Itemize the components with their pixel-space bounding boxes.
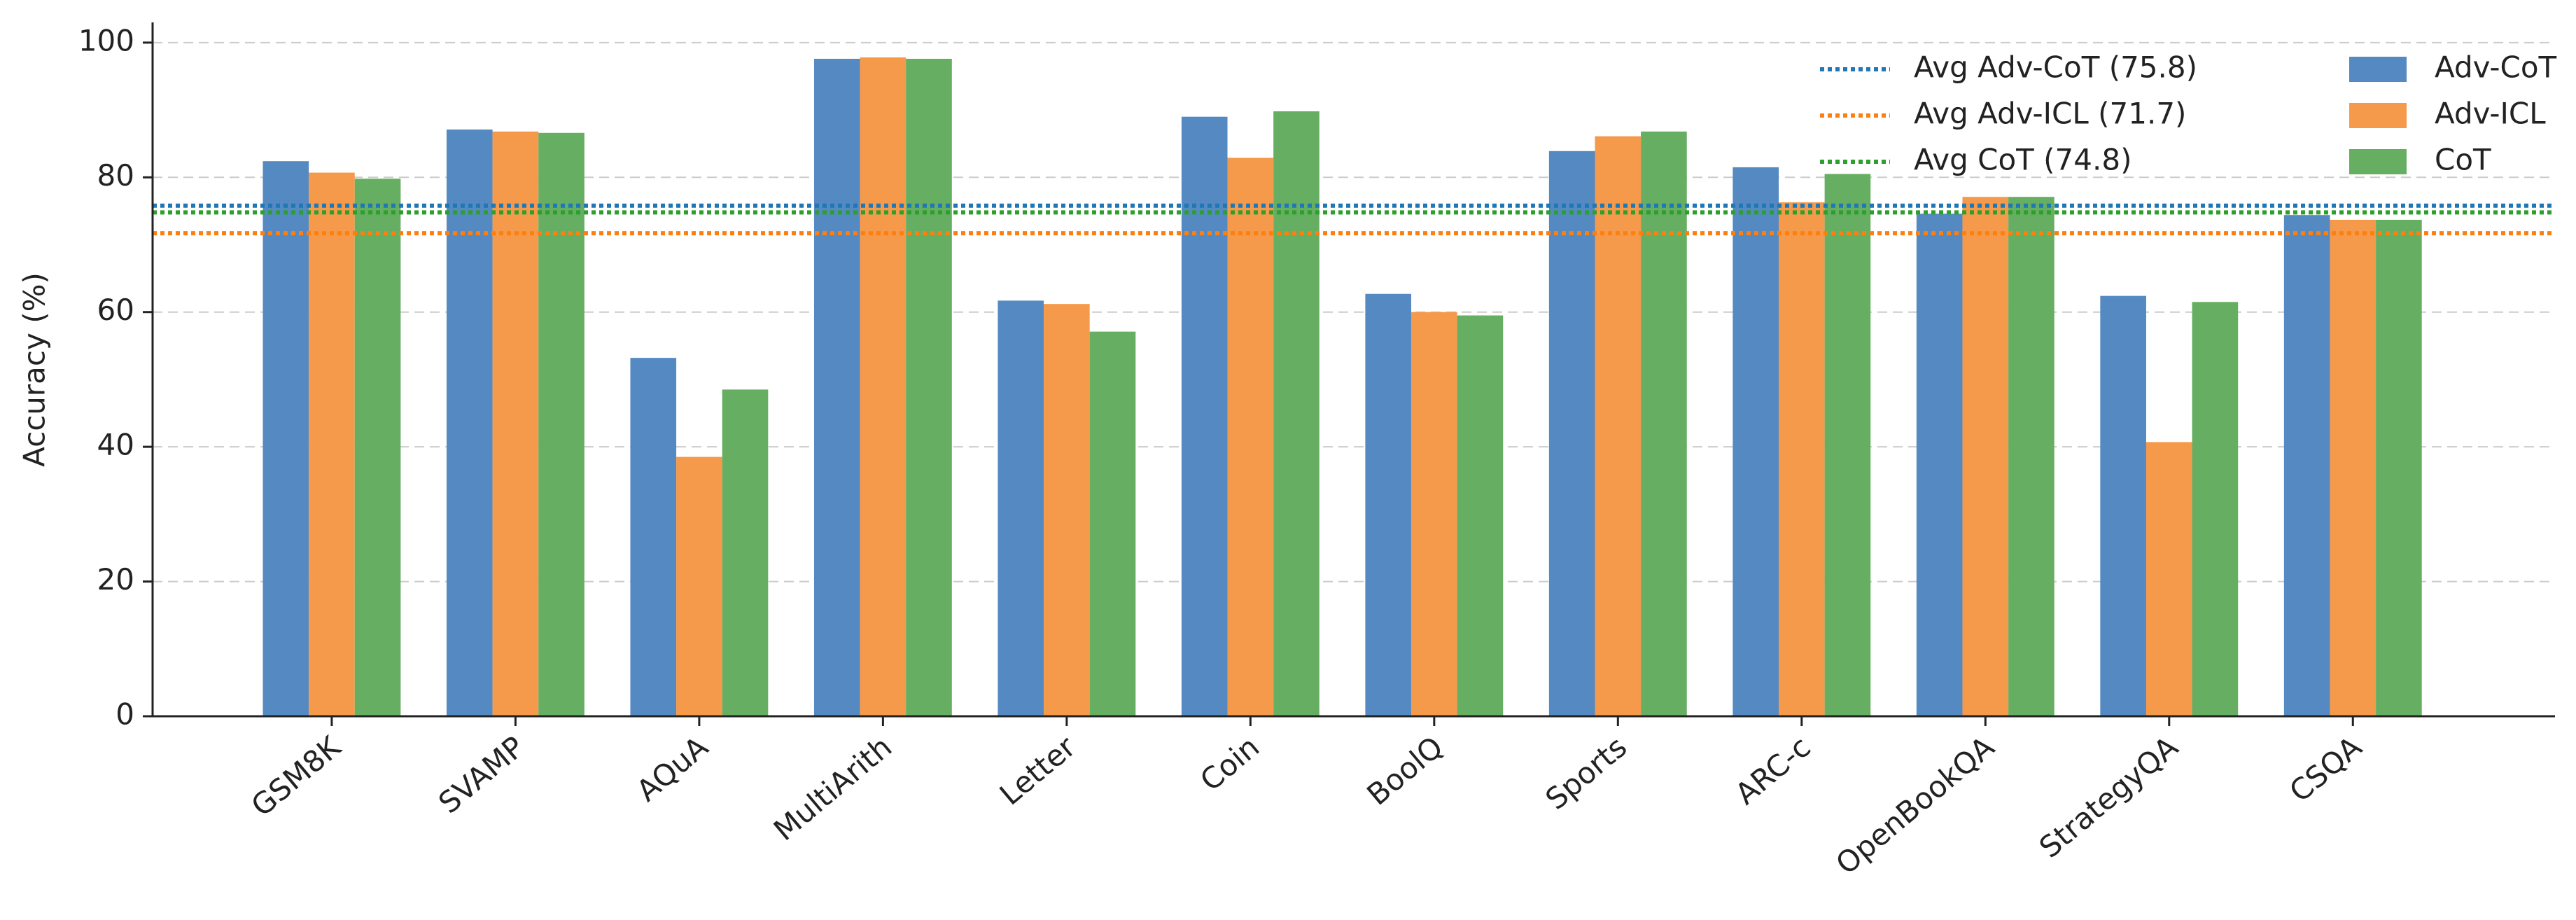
bar: [1273, 111, 1320, 716]
bar: [1457, 315, 1504, 716]
bar: [860, 57, 906, 716]
bar: [676, 456, 722, 716]
bar: [1824, 174, 1871, 716]
y-tick-label: 80: [97, 158, 134, 193]
x-tick-label: StrategyQA: [2033, 730, 2185, 865]
y-tick-label: 0: [115, 697, 134, 732]
bar: [262, 161, 309, 716]
y-tick-label: 60: [97, 293, 134, 327]
legend-swatch: [2349, 57, 2407, 82]
bar: [1411, 312, 1457, 716]
legend-label: Adv-ICL: [2435, 97, 2546, 131]
bar: [722, 389, 769, 716]
x-tick-label: ARC-c: [1729, 730, 1817, 811]
y-tick-label: 40: [97, 428, 134, 462]
x-tick-label: CSQA: [2283, 730, 2368, 809]
x-tick-label: OpenBookQA: [1829, 730, 2001, 881]
bar: [1732, 167, 1779, 716]
bar: [1916, 214, 1963, 717]
x-tick-label: GSM8K: [245, 729, 348, 823]
x-tick-label: BoolQ: [1360, 730, 1449, 812]
bar: [1962, 197, 2009, 716]
bar: [1089, 331, 1136, 717]
legend: Avg Adv-CoT (75.8) Avg Adv-ICL (71.7) Avg …: [1820, 50, 2557, 177]
bar: [1227, 158, 1274, 717]
x-tick-label: Letter: [993, 729, 1082, 811]
y-tick-label: 100: [78, 23, 134, 57]
bar: [1181, 116, 1228, 716]
x-tick-label: MultiArith: [767, 730, 898, 847]
x-tick-label: Sports: [1539, 730, 1634, 816]
bar: [630, 358, 677, 716]
y-axis-label: Accuracy (%): [18, 272, 52, 467]
legend-label: Avg Adv-CoT (75.8): [1914, 50, 2197, 85]
bar: [2100, 295, 2146, 716]
bar: [1365, 293, 1412, 716]
legend-swatch: [2349, 149, 2407, 174]
bar: [906, 58, 952, 717]
legend-label: Avg CoT (74.8): [1914, 143, 2132, 177]
bar: [2192, 302, 2239, 717]
bar: [813, 58, 860, 717]
bar: [309, 172, 355, 717]
y-tick-label: 20: [97, 562, 134, 597]
legend-swatch: [2349, 103, 2407, 128]
bar: [446, 129, 493, 716]
legend-label: CoT: [2435, 143, 2491, 177]
bar: [354, 179, 401, 717]
bar: [1641, 131, 1687, 716]
bar: [492, 131, 539, 716]
bar: [1778, 202, 1825, 717]
bar: [2146, 442, 2192, 716]
bar: [2283, 215, 2330, 716]
x-tick-label: Coin: [1194, 730, 1266, 798]
legend-label: Adv-CoT: [2435, 50, 2557, 85]
x-tick-label: SVAMP: [432, 730, 531, 820]
bar: [997, 300, 1044, 716]
bar: [2330, 219, 2376, 716]
bar: [538, 132, 584, 717]
bar: [1044, 304, 1090, 716]
legend-label: Avg Adv-ICL (71.7): [1914, 97, 2186, 131]
bar: [2008, 197, 2054, 716]
bar: [1548, 151, 1595, 717]
bar: [1595, 136, 1642, 717]
bar: [2376, 219, 2422, 716]
x-tick-label: AQuA: [630, 730, 715, 809]
